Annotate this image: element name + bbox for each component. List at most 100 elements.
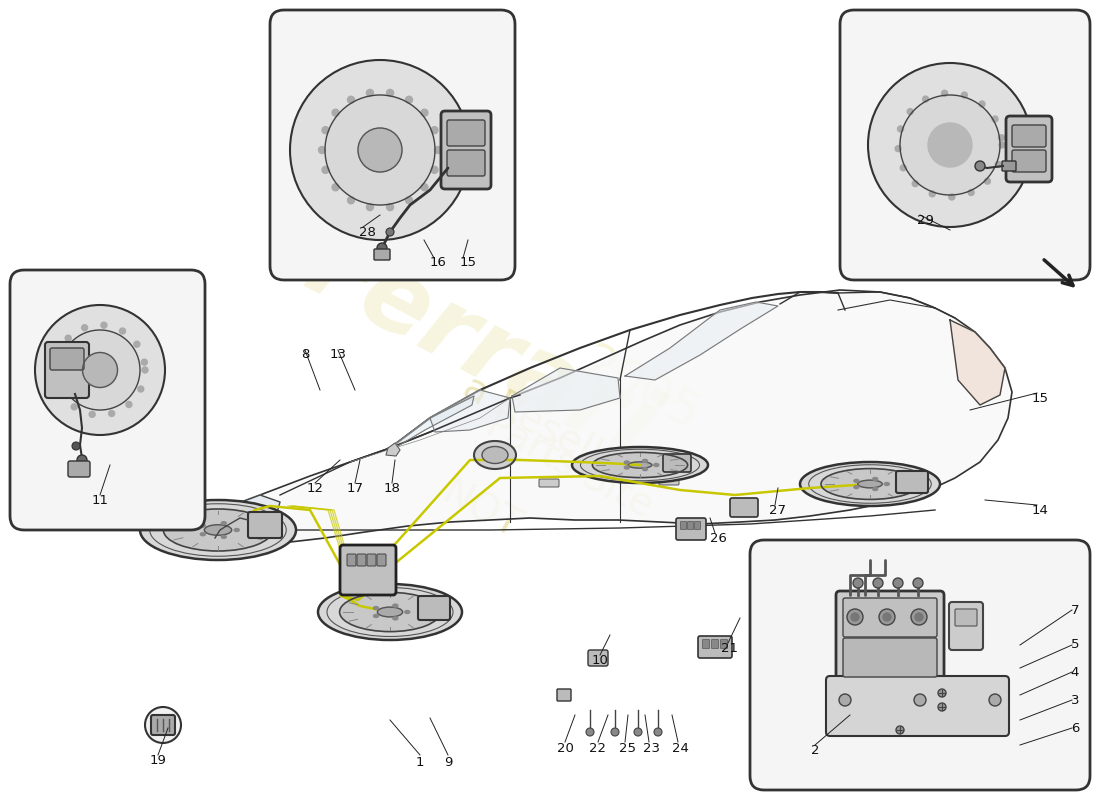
Ellipse shape bbox=[625, 466, 629, 469]
FancyBboxPatch shape bbox=[730, 498, 758, 517]
Circle shape bbox=[839, 694, 851, 706]
FancyBboxPatch shape bbox=[447, 150, 485, 176]
FancyBboxPatch shape bbox=[703, 639, 710, 649]
Circle shape bbox=[406, 96, 412, 103]
FancyBboxPatch shape bbox=[45, 342, 89, 398]
Text: 20: 20 bbox=[557, 742, 573, 754]
FancyBboxPatch shape bbox=[896, 471, 928, 493]
Circle shape bbox=[851, 613, 859, 621]
FancyBboxPatch shape bbox=[441, 111, 491, 189]
Ellipse shape bbox=[377, 607, 403, 617]
Circle shape bbox=[900, 165, 906, 170]
Text: 14: 14 bbox=[1032, 503, 1048, 517]
Circle shape bbox=[949, 194, 955, 200]
Text: 15: 15 bbox=[460, 257, 476, 270]
Ellipse shape bbox=[82, 353, 118, 387]
Text: 25: 25 bbox=[619, 742, 637, 754]
FancyBboxPatch shape bbox=[681, 522, 686, 530]
Ellipse shape bbox=[164, 509, 273, 551]
Circle shape bbox=[134, 341, 140, 347]
Text: 27: 27 bbox=[770, 503, 786, 517]
FancyBboxPatch shape bbox=[663, 454, 691, 472]
Circle shape bbox=[406, 197, 412, 204]
Circle shape bbox=[911, 609, 927, 625]
Circle shape bbox=[145, 707, 182, 743]
Ellipse shape bbox=[653, 463, 659, 466]
Polygon shape bbox=[386, 443, 400, 456]
Polygon shape bbox=[625, 302, 778, 380]
Polygon shape bbox=[430, 390, 510, 432]
Ellipse shape bbox=[140, 500, 296, 560]
FancyBboxPatch shape bbox=[843, 638, 937, 677]
Text: 3: 3 bbox=[1070, 694, 1079, 706]
Text: Ferrari: Ferrari bbox=[290, 218, 670, 482]
Circle shape bbox=[141, 359, 147, 365]
Circle shape bbox=[896, 726, 904, 734]
FancyBboxPatch shape bbox=[836, 591, 944, 684]
FancyBboxPatch shape bbox=[826, 676, 1009, 736]
Circle shape bbox=[101, 322, 107, 328]
Circle shape bbox=[961, 92, 967, 98]
FancyBboxPatch shape bbox=[418, 596, 450, 620]
Text: 24: 24 bbox=[672, 742, 689, 754]
FancyBboxPatch shape bbox=[367, 554, 376, 566]
Circle shape bbox=[999, 142, 1005, 148]
Circle shape bbox=[52, 371, 58, 377]
Ellipse shape bbox=[572, 447, 708, 483]
Text: 10: 10 bbox=[592, 654, 608, 666]
Circle shape bbox=[348, 96, 354, 103]
Circle shape bbox=[421, 184, 428, 190]
Circle shape bbox=[58, 390, 64, 395]
Ellipse shape bbox=[318, 584, 462, 640]
Ellipse shape bbox=[858, 480, 882, 488]
Circle shape bbox=[65, 335, 72, 341]
Ellipse shape bbox=[393, 604, 398, 607]
Circle shape bbox=[431, 126, 438, 134]
Circle shape bbox=[984, 178, 990, 184]
Circle shape bbox=[434, 146, 441, 154]
FancyBboxPatch shape bbox=[1006, 116, 1052, 182]
Circle shape bbox=[915, 613, 923, 621]
Text: 7: 7 bbox=[1070, 603, 1079, 617]
Text: 21: 21 bbox=[722, 642, 738, 654]
FancyBboxPatch shape bbox=[698, 636, 732, 658]
Circle shape bbox=[332, 184, 339, 190]
Circle shape bbox=[968, 190, 975, 195]
Ellipse shape bbox=[482, 446, 508, 463]
FancyBboxPatch shape bbox=[688, 522, 693, 530]
FancyBboxPatch shape bbox=[50, 348, 84, 370]
FancyBboxPatch shape bbox=[588, 650, 608, 666]
FancyBboxPatch shape bbox=[151, 715, 175, 735]
Circle shape bbox=[908, 109, 913, 114]
Text: 15: 15 bbox=[1032, 391, 1048, 405]
FancyBboxPatch shape bbox=[840, 10, 1090, 280]
Ellipse shape bbox=[374, 606, 378, 610]
Text: 2: 2 bbox=[811, 743, 819, 757]
Text: 6: 6 bbox=[1070, 722, 1079, 734]
Ellipse shape bbox=[340, 592, 440, 632]
Circle shape bbox=[322, 166, 329, 174]
Circle shape bbox=[72, 442, 80, 450]
Circle shape bbox=[610, 728, 619, 736]
Circle shape bbox=[421, 110, 428, 116]
Circle shape bbox=[852, 578, 864, 588]
Circle shape bbox=[138, 386, 144, 392]
Circle shape bbox=[879, 609, 895, 625]
FancyBboxPatch shape bbox=[843, 598, 937, 637]
Circle shape bbox=[979, 101, 984, 107]
Circle shape bbox=[923, 96, 928, 102]
Circle shape bbox=[654, 728, 662, 736]
Ellipse shape bbox=[221, 522, 227, 525]
Circle shape bbox=[914, 694, 926, 706]
Text: 5: 5 bbox=[1070, 638, 1079, 651]
Circle shape bbox=[912, 181, 918, 186]
Text: 4: 4 bbox=[1070, 666, 1079, 678]
Polygon shape bbox=[512, 368, 620, 412]
Ellipse shape bbox=[200, 524, 206, 527]
FancyBboxPatch shape bbox=[659, 477, 679, 485]
Circle shape bbox=[72, 404, 77, 410]
FancyBboxPatch shape bbox=[1002, 161, 1016, 171]
Circle shape bbox=[634, 728, 642, 736]
Circle shape bbox=[89, 411, 96, 418]
Circle shape bbox=[358, 128, 402, 172]
